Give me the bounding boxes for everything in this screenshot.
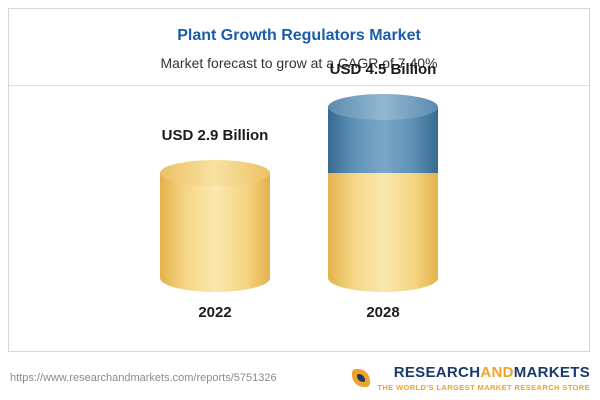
page-title: Plant Growth Regulators Market [177, 27, 421, 44]
research-and-markets-logo: RESEARCHANDMARKETS THE WORLD'S LARGEST M… [352, 365, 590, 392]
bar-group-2022: USD 2.9 Billion 2022 [160, 127, 270, 321]
header-divider [9, 85, 589, 86]
page-subtitle: Market forecast to grow at a CAGR of 7.4… [160, 55, 438, 71]
cylinder-segment-base [160, 159, 270, 292]
cylinder-2022 [160, 159, 270, 292]
report-url-link[interactable]: https://www.researchandmarkets.com/repor… [10, 372, 277, 384]
cylinder-top-ellipse [160, 159, 270, 186]
chart-card: Plant Growth Regulators Market Market fo… [8, 8, 590, 352]
bar-group-2028: USD 4.5 Billion 2028 [328, 61, 438, 321]
bar-category-label-2028: 2028 [366, 304, 400, 321]
logo-word-markets: MARKETS [513, 363, 590, 381]
cylinder-top-ellipse [328, 94, 438, 121]
chart-header: Plant Growth Regulators Market Market fo… [9, 9, 589, 86]
logo-wordmark: RESEARCHANDMARKETS [394, 365, 590, 380]
bar-value-label-2022: USD 2.9 Billion [161, 126, 269, 144]
logo-word-and: AND [480, 363, 514, 381]
cylinder-segment-growth [328, 94, 438, 173]
bar-value-label-2028: USD 4.5 Billion [329, 61, 437, 79]
cylinder-bar-chart: USD 2.9 Billion 2022 USD 4.5 Billion 202… [9, 61, 589, 321]
cylinder-2028 [328, 94, 438, 292]
logo-word-research: RESEARCH [393, 363, 481, 381]
bar-category-label-2022: 2022 [198, 304, 232, 321]
logo-icon [352, 369, 371, 387]
logo-tagline: THE WORLD'S LARGEST MARKET RESEARCH STOR… [377, 382, 590, 392]
footer: https://www.researchandmarkets.com/repor… [0, 356, 600, 400]
cylinder-segment-base [328, 172, 438, 292]
